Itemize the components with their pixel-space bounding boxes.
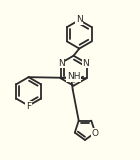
Text: O: O (92, 129, 99, 138)
Text: F: F (26, 102, 31, 111)
Text: N: N (76, 16, 83, 24)
Text: NH: NH (67, 72, 80, 81)
Text: N: N (58, 59, 65, 68)
Text: N: N (82, 59, 89, 68)
